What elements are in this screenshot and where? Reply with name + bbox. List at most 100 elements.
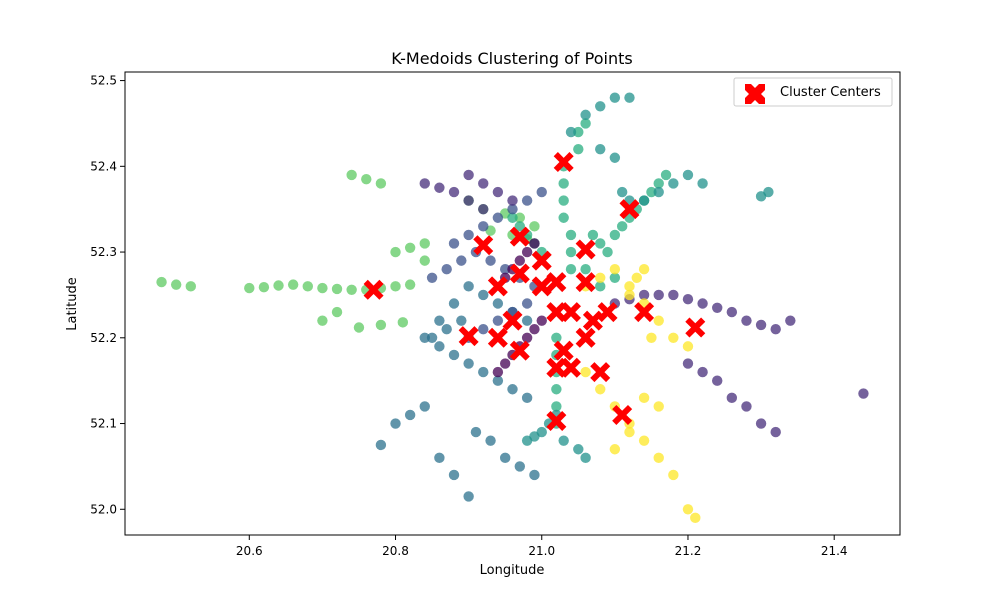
data-point — [426, 332, 438, 343]
data-point — [609, 152, 621, 163]
x-tick-label: 20.6 — [236, 544, 263, 558]
data-point — [258, 282, 270, 293]
data-point — [682, 169, 694, 181]
data-point — [390, 281, 401, 292]
cluster-center-marker — [546, 272, 567, 293]
y-axis-label: Latitude — [65, 277, 80, 331]
data-point — [565, 246, 577, 258]
y-tick-label: 52.2 — [90, 331, 117, 345]
data-point — [529, 238, 540, 249]
data-point — [448, 469, 460, 481]
data-point — [558, 195, 569, 206]
cluster-center-marker — [553, 152, 574, 173]
data-point — [375, 319, 387, 331]
data-point — [434, 341, 445, 352]
data-point — [514, 212, 526, 223]
data-point — [514, 255, 526, 266]
data-point — [499, 452, 511, 464]
cluster-center-marker — [509, 226, 530, 247]
cluster-center-marker — [531, 250, 552, 271]
data-point — [463, 195, 474, 206]
data-point — [646, 332, 657, 343]
data-point — [653, 452, 664, 464]
data-point — [858, 388, 869, 399]
cluster-center-marker — [502, 310, 523, 331]
data-point — [595, 384, 606, 395]
data-point — [741, 315, 752, 326]
data-point — [404, 279, 416, 290]
x-tick-label: 21.2 — [675, 544, 702, 558]
data-point — [616, 186, 628, 198]
cluster-center-marker — [560, 302, 581, 323]
cluster-center-marker — [531, 276, 552, 297]
data-point — [609, 92, 621, 103]
data-point — [492, 186, 504, 198]
centers-layer — [363, 152, 706, 431]
data-point — [170, 279, 182, 290]
data-point — [478, 366, 489, 378]
data-point — [595, 272, 606, 283]
data-point — [463, 229, 474, 241]
data-point — [404, 409, 416, 421]
data-point — [609, 444, 621, 455]
data-point — [712, 302, 723, 313]
data-point — [521, 315, 533, 326]
data-point — [463, 358, 474, 369]
data-point — [573, 444, 584, 455]
data-point — [478, 221, 489, 232]
data-point — [536, 315, 547, 326]
y-axis: 52.0 52.1 52.2 52.3 52.4 52.5 — [90, 74, 125, 516]
data-point — [485, 435, 496, 446]
data-point — [741, 401, 752, 412]
data-point — [156, 276, 167, 288]
cluster-center-marker — [473, 235, 494, 256]
data-point — [558, 178, 569, 189]
x-tick-label: 21.0 — [528, 544, 555, 558]
data-point — [507, 384, 518, 395]
data-point — [631, 272, 642, 283]
data-point — [624, 289, 635, 301]
data-point — [346, 284, 357, 295]
points-layer — [156, 92, 869, 524]
cluster-center-marker — [597, 302, 618, 323]
data-point — [616, 221, 628, 232]
data-point — [595, 281, 606, 292]
data-point — [529, 221, 540, 232]
data-point — [697, 298, 708, 309]
data-point — [302, 281, 313, 292]
data-point — [682, 294, 694, 305]
data-point — [653, 401, 664, 412]
data-point — [726, 306, 738, 318]
data-point — [514, 221, 526, 232]
data-point — [638, 195, 650, 206]
data-point — [660, 169, 672, 181]
y-tick-label: 52.4 — [90, 159, 117, 173]
data-point — [580, 109, 591, 121]
cluster-center-marker — [590, 362, 611, 383]
data-point — [624, 92, 635, 103]
data-point — [426, 272, 438, 283]
data-point — [507, 203, 518, 215]
cluster-center-marker — [487, 276, 508, 297]
data-point — [638, 392, 650, 404]
y-tick-label: 52.3 — [90, 245, 117, 259]
data-point — [434, 315, 445, 326]
data-point — [463, 491, 474, 502]
data-point — [624, 281, 635, 292]
data-point — [638, 435, 650, 446]
data-point — [317, 282, 328, 294]
cluster-center-marker — [458, 326, 479, 347]
data-point — [690, 512, 701, 524]
data-point — [668, 469, 679, 481]
x-tick-label: 20.8 — [382, 544, 409, 558]
data-point — [595, 101, 606, 112]
data-point — [558, 435, 569, 446]
data-point — [521, 392, 533, 404]
cluster-center-marker — [575, 272, 596, 293]
data-point — [536, 186, 547, 198]
data-point — [726, 392, 738, 404]
data-point — [419, 255, 430, 266]
legend-box — [733, 77, 893, 107]
data-point — [565, 126, 577, 138]
